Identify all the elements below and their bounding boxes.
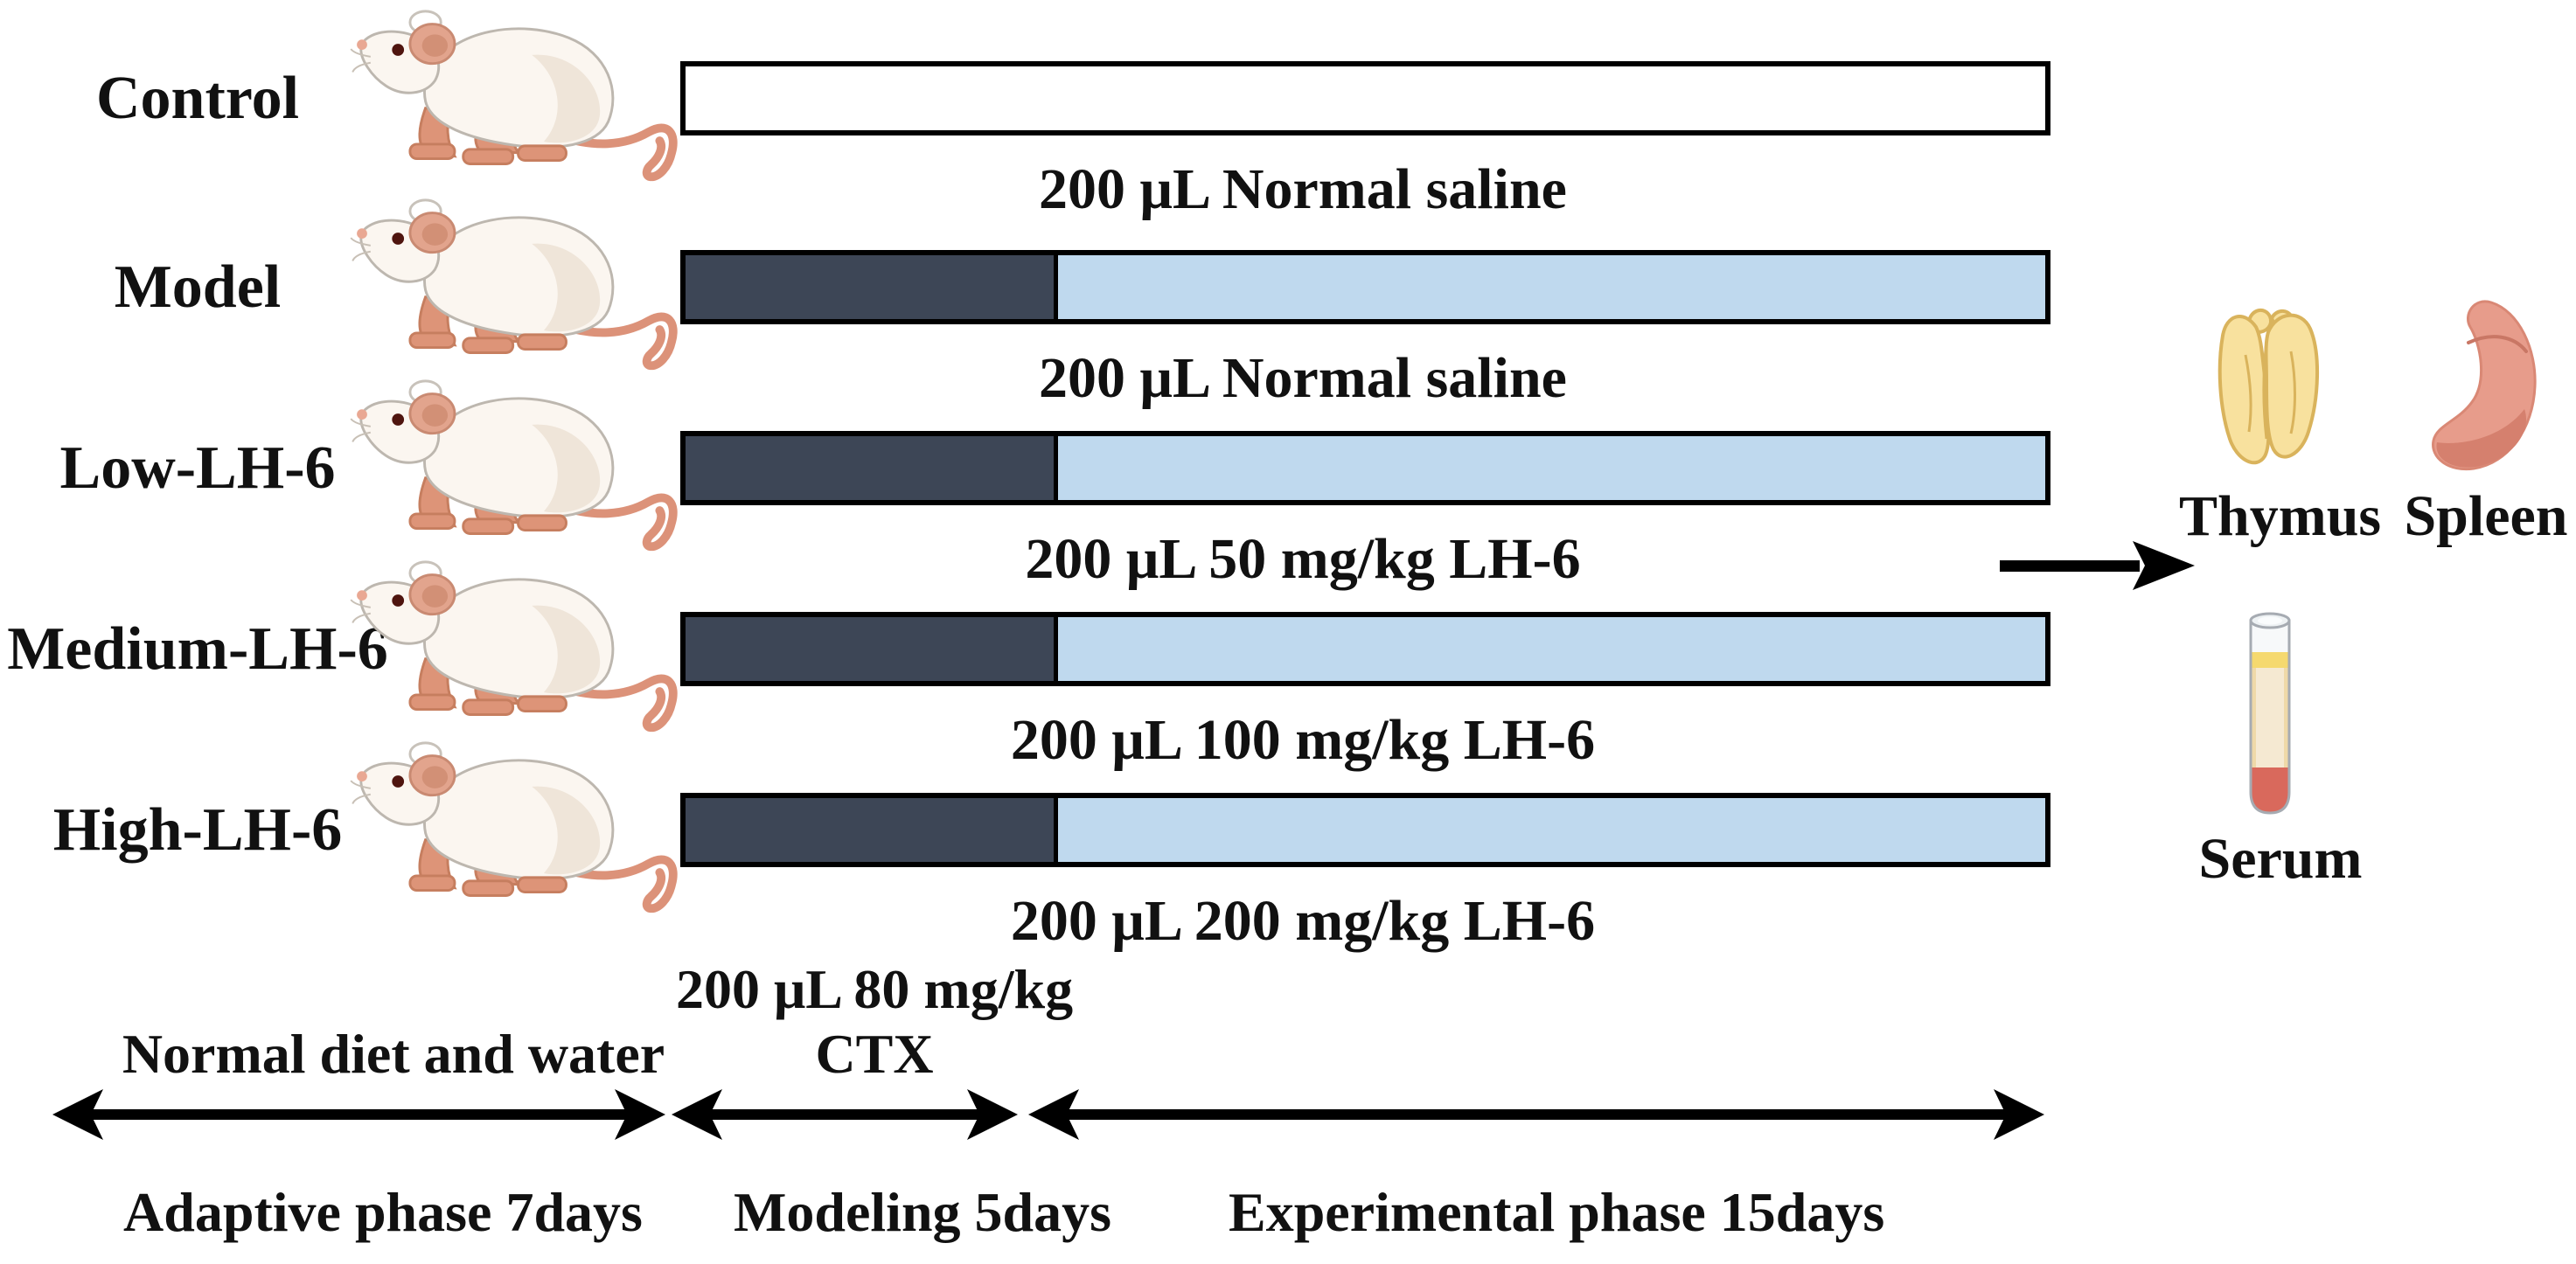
ctx-segment <box>686 617 1058 681</box>
treatment-bar <box>680 793 2050 867</box>
serum-tube-icon <box>2249 612 2291 815</box>
spleen-label: Spleen <box>2404 484 2568 548</box>
saline-bar <box>680 61 2050 135</box>
spleen-organ-icon <box>2432 300 2537 471</box>
treatment-bar <box>680 431 2050 505</box>
treatment-bar <box>680 612 2050 686</box>
phase-label-modeling: Modeling 5days <box>733 1181 1112 1243</box>
dose-caption: 200 μL 100 mg/kg LH-6 <box>1010 708 1596 772</box>
ctx-injection-label-line2: CTX <box>815 1023 934 1085</box>
right-arrow-icon <box>2000 541 2195 590</box>
group-row-model: Model 200 μL Normal saline <box>0 189 2576 409</box>
ctx-segment <box>686 255 1058 319</box>
double-arrow-icon <box>52 1089 665 1140</box>
treatment-segment <box>1058 255 2045 319</box>
treatment-segment <box>1058 798 2045 862</box>
serum-label: Serum <box>2198 827 2363 891</box>
normal-diet-label: Normal diet and water <box>122 1023 665 1085</box>
ctx-segment <box>686 798 1058 862</box>
group-label: Low-LH-6 <box>59 434 336 502</box>
group-label: High-LH-6 <box>52 796 343 864</box>
ctx-segment <box>686 436 1058 500</box>
treatment-bar <box>680 250 2050 324</box>
group-label: Medium-LH-6 <box>7 615 388 683</box>
thymus-label: Thymus <box>2179 484 2382 548</box>
dose-caption: 200 μL 50 mg/kg LH-6 <box>1025 527 1581 591</box>
group-label: Model <box>114 253 282 321</box>
dose-caption: 200 μL Normal saline <box>1039 346 1567 410</box>
ctx-injection-label-line1: 200 μL 80 mg/kg <box>675 958 1074 1020</box>
group-row-high: High-LH-6 200 μL 200 mg/kg LH-6 <box>0 732 2576 952</box>
group-row-low: Low-LH-6 200 μL 50 mg/kg LH-6 <box>0 370 2576 590</box>
group-row-medium: Medium-LH-6 200 μL 100 mg/kg LH-6 <box>0 551 2576 771</box>
dose-caption: 200 μL 200 mg/kg LH-6 <box>1010 889 1596 953</box>
group-row-control: Control 200 μL Normal saline <box>0 0 2576 220</box>
dose-caption: 200 μL Normal saline <box>1039 157 1567 221</box>
treatment-segment <box>1058 436 2045 500</box>
treatment-segment <box>1058 617 2045 681</box>
double-arrow-icon <box>1028 1089 2044 1140</box>
phase-label-experimental: Experimental phase 15days <box>1229 1181 1885 1243</box>
thymus-organ-icon <box>2217 308 2319 465</box>
group-label: Control <box>95 65 300 132</box>
phase-label-adaptive: Adaptive phase 7days <box>123 1181 643 1243</box>
double-arrow-icon <box>672 1089 1018 1140</box>
